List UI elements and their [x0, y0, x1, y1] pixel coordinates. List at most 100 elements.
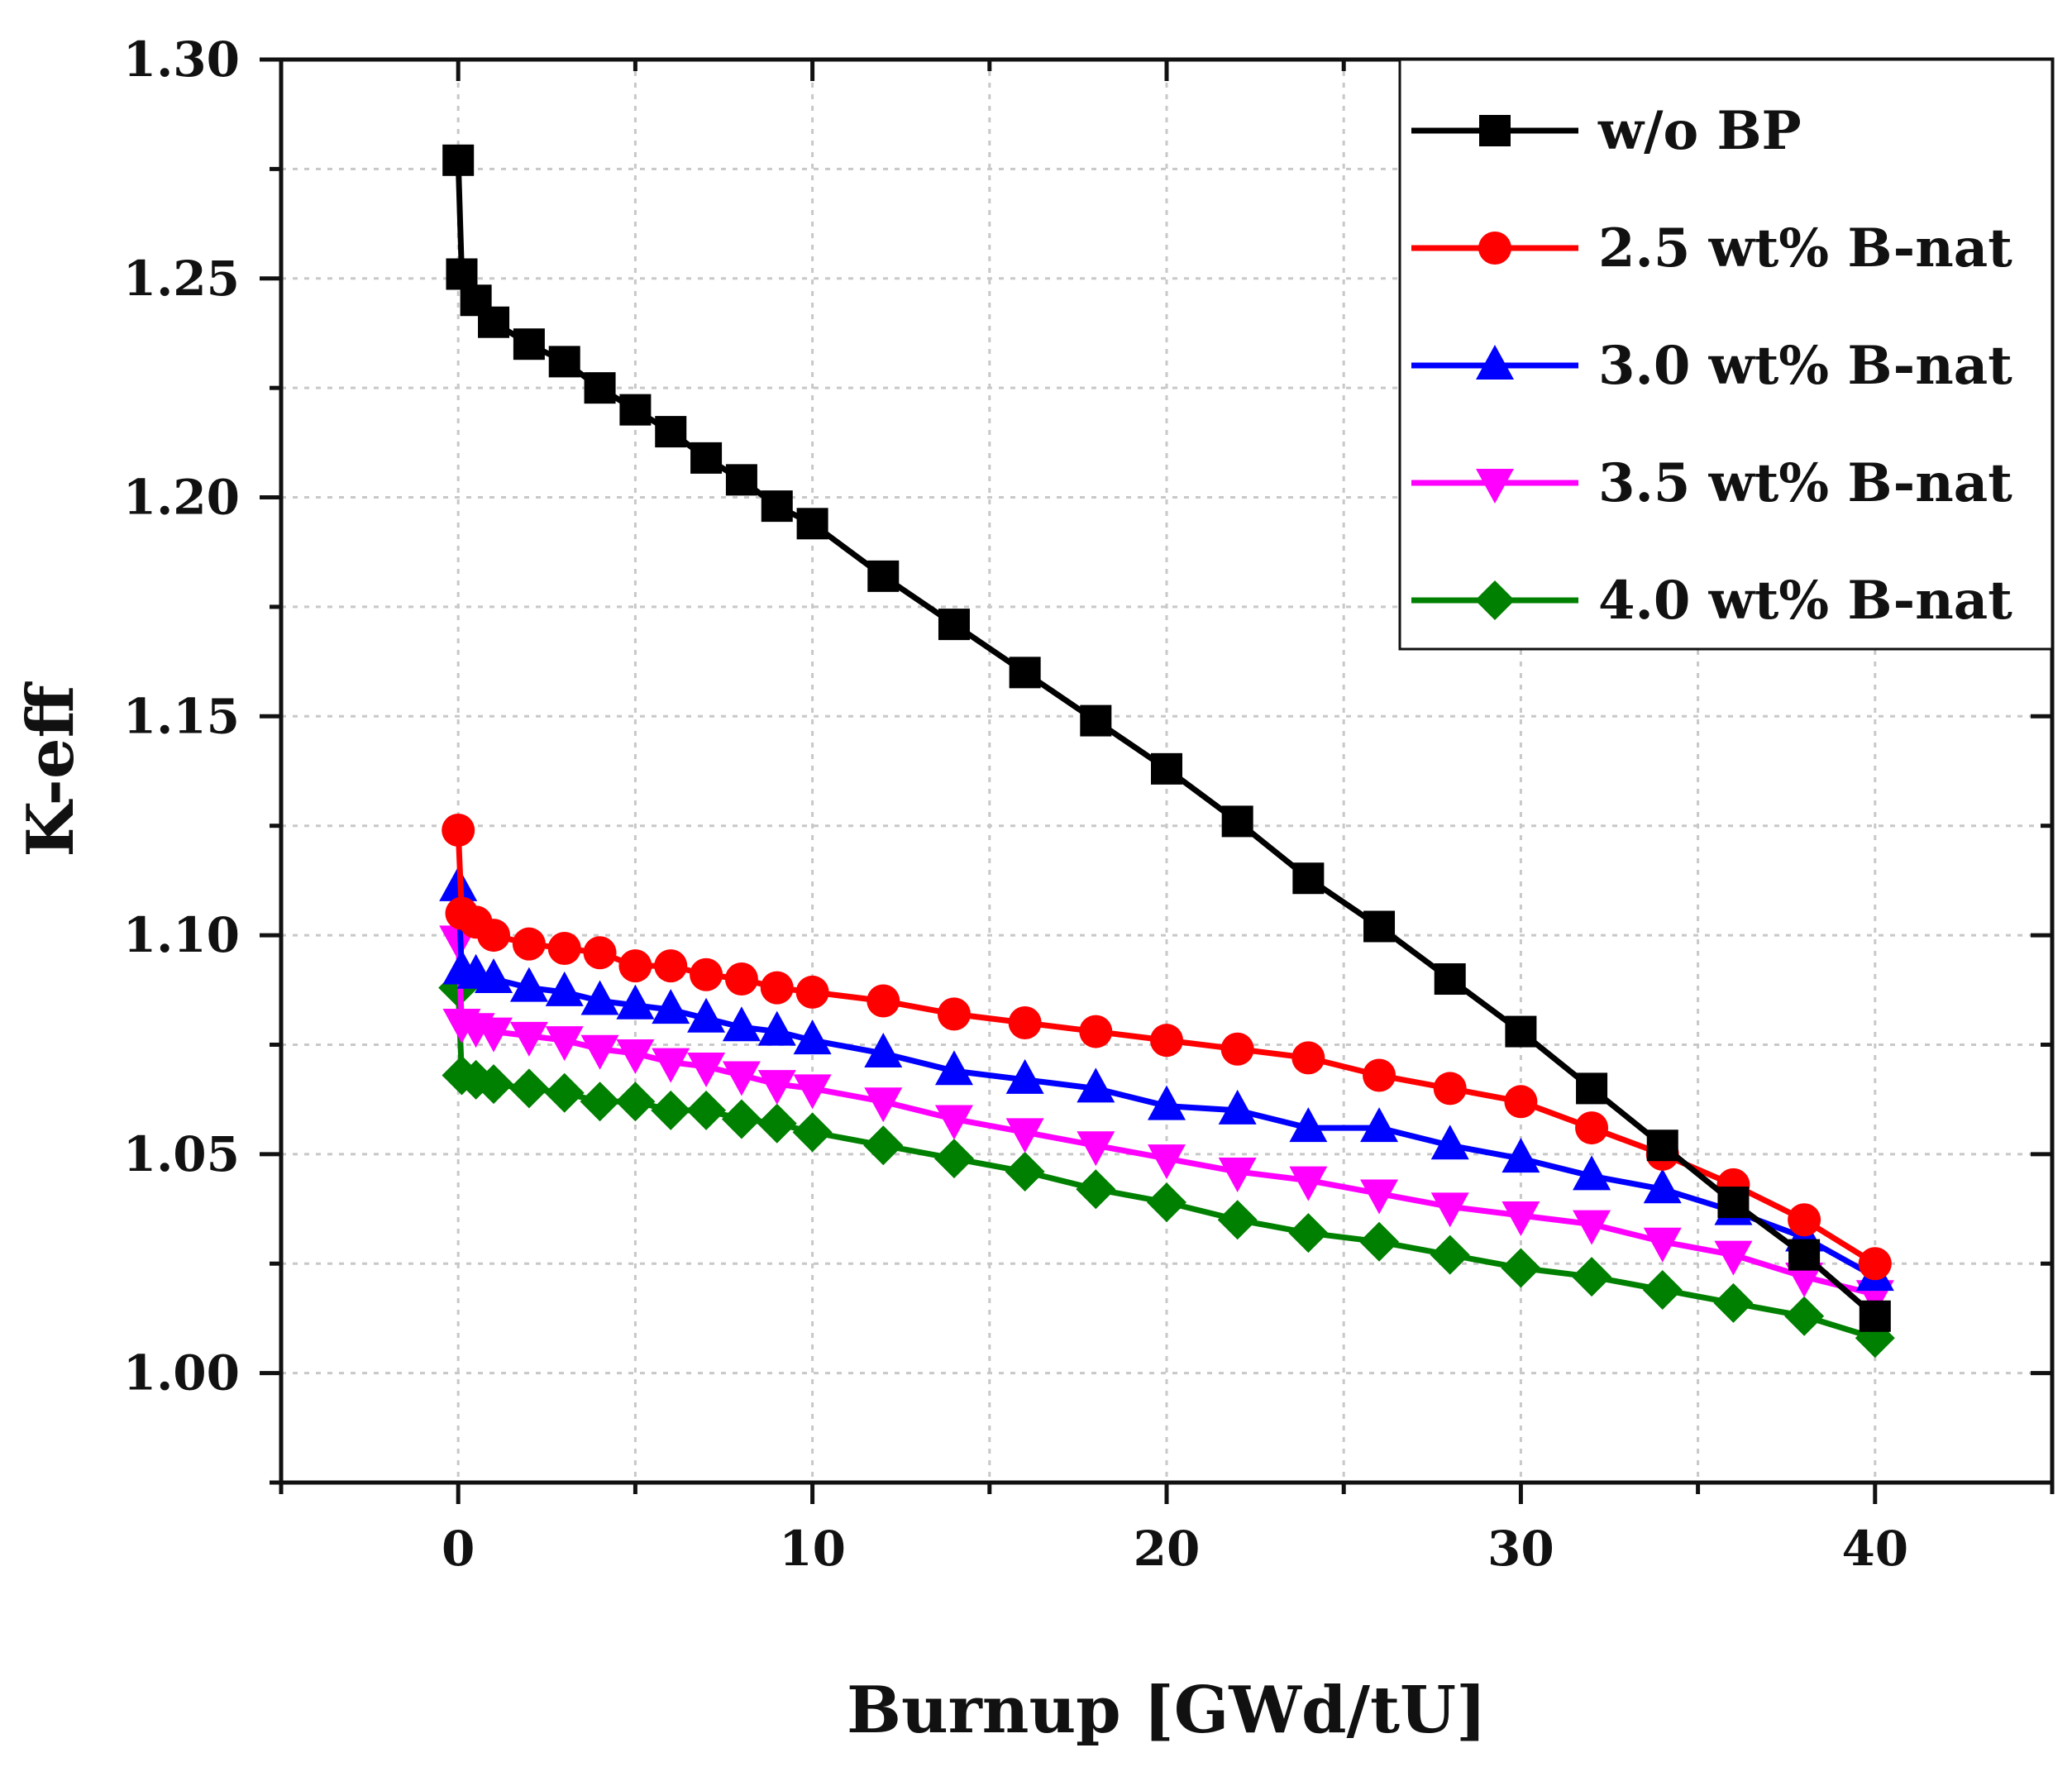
- data-point: [934, 1105, 973, 1140]
- data-point: [1714, 1240, 1753, 1276]
- data-point: [1717, 1187, 1750, 1219]
- series-line: [455, 987, 1876, 1341]
- y-tick-label: 1.10: [123, 907, 240, 963]
- data-point: [1713, 1282, 1754, 1323]
- data-point: [1504, 1085, 1538, 1119]
- data-point: [1218, 1089, 1257, 1125]
- data-point: [690, 957, 723, 991]
- data-point: [1643, 1227, 1682, 1263]
- data-point: [580, 1034, 619, 1070]
- data-point: [1359, 1221, 1400, 1262]
- data-point: [934, 1050, 973, 1086]
- data-point: [864, 1033, 903, 1068]
- data-point: [796, 508, 828, 540]
- data-point: [725, 464, 757, 496]
- data-point: [1434, 963, 1466, 996]
- data-point: [1220, 1032, 1254, 1066]
- data-point: [1643, 1168, 1682, 1204]
- data-point: [1289, 1107, 1328, 1143]
- legend-label: 3.5 wt% B-nat: [1598, 452, 2012, 514]
- data-point: [618, 949, 652, 983]
- data-point: [545, 1026, 584, 1062]
- data-point: [1501, 1138, 1540, 1173]
- data-point: [1005, 1118, 1044, 1153]
- tick-labels: 0 10 20 30 40 1.00 1.05 1.10 1.15 1.20 1.25 1.30: [123, 31, 1908, 1577]
- data-point: [937, 997, 971, 1031]
- data-point: [1573, 1210, 1611, 1245]
- data-point: [1360, 1107, 1399, 1143]
- data-point: [509, 967, 548, 1002]
- data-point: [1080, 704, 1112, 737]
- series-line: [455, 829, 1877, 1267]
- legend-label: w/o BP: [1597, 100, 1802, 162]
- data-point: [690, 442, 723, 474]
- data-point: [1217, 1200, 1258, 1240]
- data-point: [757, 1070, 796, 1106]
- x-tick-label: 10: [779, 1521, 846, 1577]
- data-point: [544, 1072, 585, 1113]
- legend-swatch-marker: [1478, 232, 1511, 265]
- data-point: [619, 394, 652, 426]
- data-point: [1148, 1144, 1186, 1180]
- legend-label: 3.0 wt% B-nat: [1598, 335, 2012, 397]
- data-point: [863, 1125, 904, 1166]
- data-point: [721, 1099, 761, 1139]
- y-tick-label: 1.05: [123, 1126, 240, 1182]
- y-tick-label: 1.00: [123, 1345, 240, 1402]
- data-point: [1076, 1169, 1116, 1210]
- data-point: [508, 1068, 549, 1109]
- data-point: [1430, 1192, 1469, 1228]
- data-point: [651, 1090, 691, 1130]
- x-tick-label: 20: [1134, 1521, 1201, 1577]
- data-point: [760, 971, 794, 1005]
- legend: w/o BP 2.5 wt% B-nat 3.0 wt% B-nat 3.5 wt% …: [1398, 58, 2054, 651]
- data-point: [938, 609, 970, 641]
- data-point: [1785, 1263, 1824, 1298]
- x-tick-label: 0: [442, 1521, 475, 1577]
- data-point: [512, 927, 546, 961]
- y-tick-label: 1.20: [123, 470, 240, 526]
- data-point: [1433, 1072, 1467, 1106]
- data-point: [722, 1061, 761, 1096]
- data-point: [1005, 1152, 1045, 1192]
- data-point: [1646, 1129, 1678, 1162]
- data-point: [584, 372, 616, 404]
- data-point: [580, 980, 619, 1015]
- data-point: [757, 1010, 796, 1046]
- data-point: [722, 1006, 761, 1042]
- data-point: [1360, 1179, 1399, 1215]
- data-point: [513, 328, 545, 361]
- data-point: [1077, 1131, 1115, 1167]
- data-point: [867, 984, 900, 1018]
- x-axis-title: Burnup [GWd/tU]: [847, 1673, 1487, 1748]
- x-tick-label: 30: [1487, 1521, 1554, 1577]
- data-point: [616, 1039, 655, 1075]
- data-point: [1858, 1247, 1892, 1281]
- legend-label: 4.0 wt% B-nat: [1598, 570, 2012, 632]
- data-point: [1288, 1213, 1329, 1254]
- data-point: [583, 936, 617, 970]
- data-point: [655, 416, 687, 448]
- legend-box: [1398, 58, 2054, 651]
- legend-swatch-marker: [1476, 469, 1514, 504]
- data-point: [580, 1082, 620, 1122]
- data-point: [477, 919, 511, 953]
- data-point: [1501, 1201, 1540, 1236]
- data-point: [616, 984, 655, 1020]
- data-point: [652, 1048, 690, 1083]
- data-point: [1009, 657, 1041, 689]
- data-point: [867, 560, 900, 592]
- legend-swatch-marker: [1479, 115, 1511, 146]
- data-point: [724, 962, 758, 996]
- data-point: [475, 958, 513, 994]
- data-point: [793, 1020, 832, 1055]
- series-line: [455, 939, 1876, 1297]
- data-point: [795, 975, 829, 1009]
- data-point: [793, 1074, 832, 1110]
- data-point: [1642, 1270, 1683, 1311]
- data-point: [686, 1090, 727, 1130]
- y-tick-label: 1.30: [123, 31, 240, 88]
- data-point: [1788, 1203, 1821, 1237]
- data-point: [1363, 910, 1396, 943]
